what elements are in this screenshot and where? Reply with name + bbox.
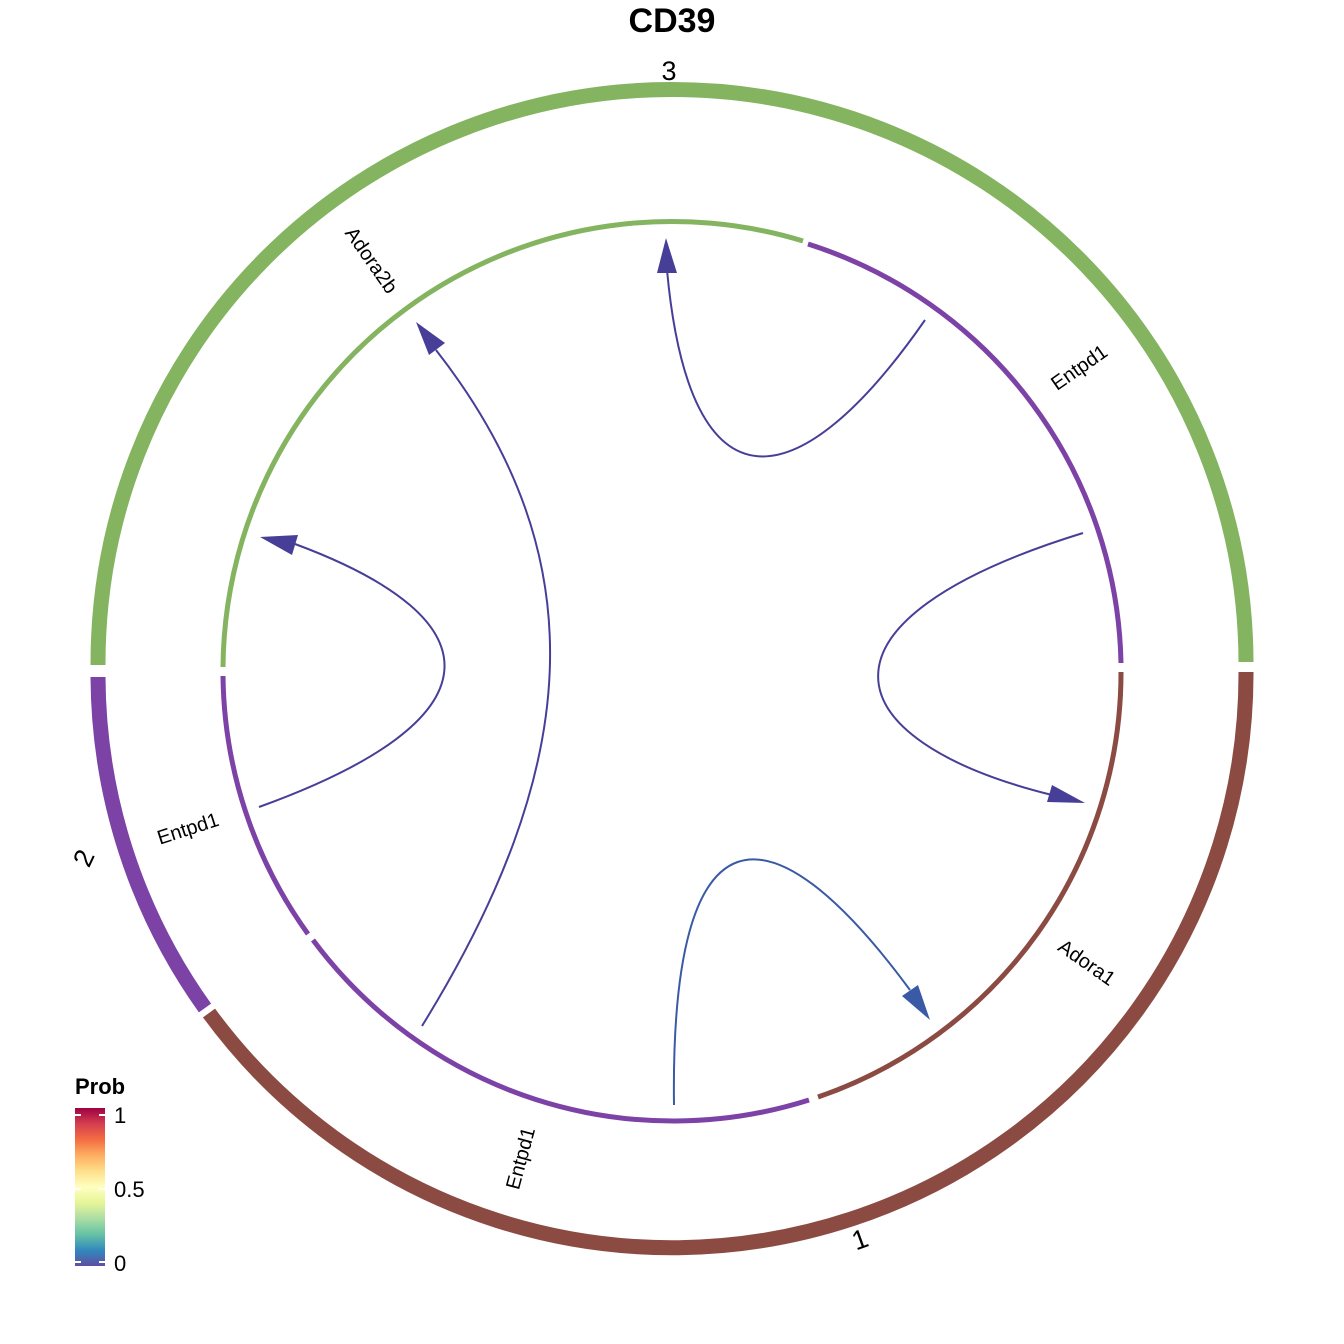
gene-arc-entpd1-3 xyxy=(807,241,1124,664)
group-label-2: 2 xyxy=(67,845,101,871)
diagram-title: CD39 xyxy=(629,2,716,40)
arrowhead xyxy=(1047,785,1085,803)
gene-arc-entpd1-1 xyxy=(310,938,810,1124)
legend-tick-max: 1 xyxy=(114,1103,126,1128)
gene-arc-adora2b xyxy=(220,219,804,668)
gene-label-entpd1-3: Entpd1 xyxy=(1047,341,1112,395)
group-ring xyxy=(90,82,1254,1256)
arrowhead xyxy=(260,535,298,555)
group-label-1: 1 xyxy=(848,1223,872,1256)
legend-title: Prob xyxy=(75,1074,125,1099)
gene-arc-adora1 xyxy=(817,671,1124,1100)
link-entpd1-2-to-adora2b xyxy=(258,535,446,808)
link-entpd1-3-to-adora1 xyxy=(877,532,1085,803)
links xyxy=(258,238,1085,1106)
legend-colorbar xyxy=(75,1108,105,1266)
group-arc-3 xyxy=(90,82,1254,666)
gene-label-adora1: Adora1 xyxy=(1054,936,1119,991)
gene-arc-entpd1-2 xyxy=(220,675,311,936)
group-arc-1 xyxy=(202,671,1254,1256)
legend-tick-mid: 0.5 xyxy=(114,1177,145,1202)
arrowhead xyxy=(416,322,445,355)
link-entpd1-1-to-adora2b xyxy=(416,322,552,1027)
group-label-3: 3 xyxy=(661,56,676,86)
arrowhead xyxy=(902,985,930,1020)
link-entpd1-3-to-adora2b xyxy=(657,238,926,458)
arrowhead xyxy=(657,238,677,273)
group-arc-2 xyxy=(90,676,212,1013)
legend-tick-min: 0 xyxy=(114,1251,126,1276)
gene-label-entpd1-1: Entpd1 xyxy=(502,1125,540,1192)
gene-label-adora2b: Adora2b xyxy=(340,223,401,298)
link-entpd1-1-to-adora1 xyxy=(672,858,930,1106)
gene-ring xyxy=(220,219,1124,1124)
prob-legend: Prob 1 0.5 0 xyxy=(75,1074,145,1276)
gene-label-entpd1-2: Entpd1 xyxy=(155,809,222,850)
